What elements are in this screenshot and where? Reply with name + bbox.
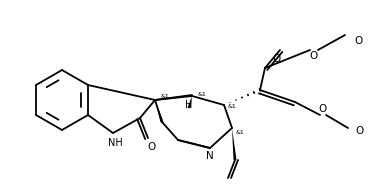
Text: NH: NH [108, 138, 123, 148]
Text: O: O [319, 104, 327, 114]
Text: O: O [148, 142, 156, 152]
Text: &1: &1 [161, 94, 169, 98]
Text: &1: &1 [198, 92, 207, 97]
Text: O: O [310, 51, 318, 61]
Polygon shape [155, 100, 163, 122]
Text: O: O [273, 54, 281, 64]
Text: H: H [185, 100, 193, 110]
Text: N: N [206, 151, 214, 161]
Polygon shape [232, 128, 237, 160]
Text: O: O [355, 36, 363, 46]
Text: O: O [356, 126, 364, 136]
Text: &1: &1 [228, 104, 237, 109]
Polygon shape [187, 96, 192, 108]
Text: &1: &1 [236, 131, 244, 136]
